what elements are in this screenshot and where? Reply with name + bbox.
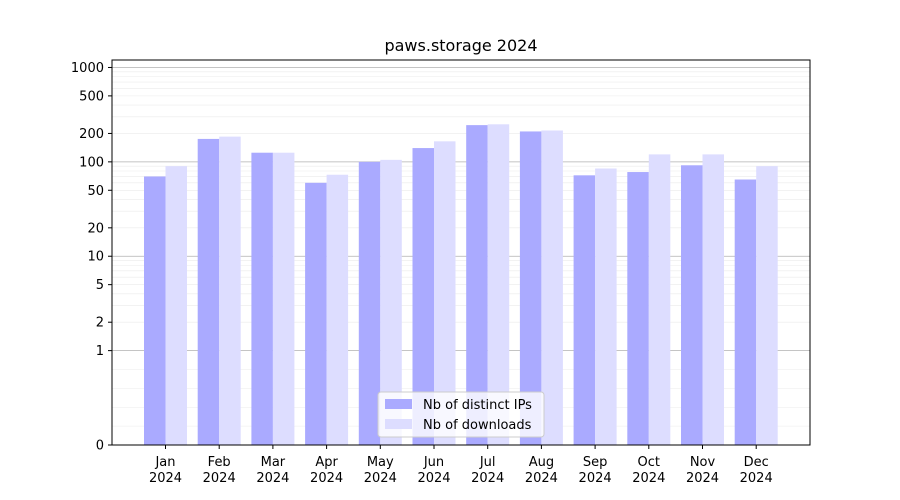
y-tick-label: 1	[96, 344, 104, 359]
bar-downloads	[595, 168, 617, 445]
bar-distinct-ips	[627, 172, 649, 445]
y-tick-label: 1000	[71, 61, 104, 76]
bar-distinct-ips	[305, 182, 327, 445]
x-tick-label: Feb 2024	[203, 455, 236, 486]
y-tick-label: 200	[79, 127, 104, 142]
bar-downloads	[434, 141, 456, 446]
plot-frame	[111, 59, 811, 446]
bar-downloads	[165, 166, 187, 445]
bar-distinct-ips	[412, 148, 434, 445]
bar-distinct-ips	[519, 131, 542, 445]
x-tick-label: Apr 2024	[310, 455, 343, 486]
x-tick-label: Oct 2024	[632, 455, 665, 486]
legend-label: Nb of downloads	[423, 418, 532, 433]
x-tick-label: Dec 2024	[740, 455, 773, 486]
bar-downloads	[326, 174, 349, 445]
x-tick-label: Jul 2024	[471, 455, 504, 486]
legend-swatch	[385, 419, 412, 429]
x-tick-label: Sep 2024	[579, 455, 612, 486]
bar-distinct-ips	[251, 152, 273, 445]
y-tick-label: 20	[87, 221, 104, 236]
bar-downloads	[541, 130, 563, 446]
bar-distinct-ips	[358, 161, 381, 445]
bar-downloads	[380, 159, 402, 446]
bar-downloads	[756, 166, 778, 445]
legend-box	[377, 391, 545, 438]
y-tick-label: 0	[96, 439, 104, 454]
x-tick-label: Jun 2024	[417, 455, 450, 486]
bar-distinct-ips	[197, 138, 220, 445]
y-tick-label: 50	[87, 184, 104, 199]
chart-title: paws.storage 2024	[384, 36, 537, 55]
bar-distinct-ips	[144, 176, 166, 445]
y-tick-label: 2	[96, 316, 104, 331]
x-tick-label: Jan 2024	[149, 455, 182, 486]
x-axis: Jan 2024 Feb 2024 Mar 2024 Apr 2024 May 2024 Jun 20…	[149, 445, 773, 486]
x-tick-label: Nov 2024	[686, 455, 719, 486]
bar-distinct-ips	[734, 179, 757, 445]
y-tick-label: 10	[87, 250, 104, 265]
y-tick-label: 5	[96, 278, 104, 293]
y-tick-label: 100	[79, 155, 104, 170]
bar-downloads	[219, 136, 241, 445]
bar-downloads	[272, 152, 295, 445]
bar-distinct-ips	[573, 175, 596, 446]
y-axis: 0 1 2 5 10 20 50 100 200 500 1000	[71, 61, 112, 454]
x-tick-label: Aug 2024	[525, 455, 558, 486]
x-tick-label: May 2024	[364, 455, 397, 486]
bar-downloads	[487, 124, 510, 446]
bars	[144, 124, 778, 446]
bar-distinct-ips	[681, 165, 703, 445]
bar-distinct-ips	[466, 125, 488, 446]
bar-downloads	[702, 154, 724, 445]
y-tick-label: 500	[79, 89, 104, 104]
bar-downloads	[648, 154, 671, 445]
legend-label: Nb of distinct IPs	[423, 398, 532, 413]
legend: Nb of distinct IPs Nb of downloads	[377, 391, 545, 438]
x-tick-label: Mar 2024	[256, 455, 289, 486]
legend-swatch	[385, 399, 412, 409]
